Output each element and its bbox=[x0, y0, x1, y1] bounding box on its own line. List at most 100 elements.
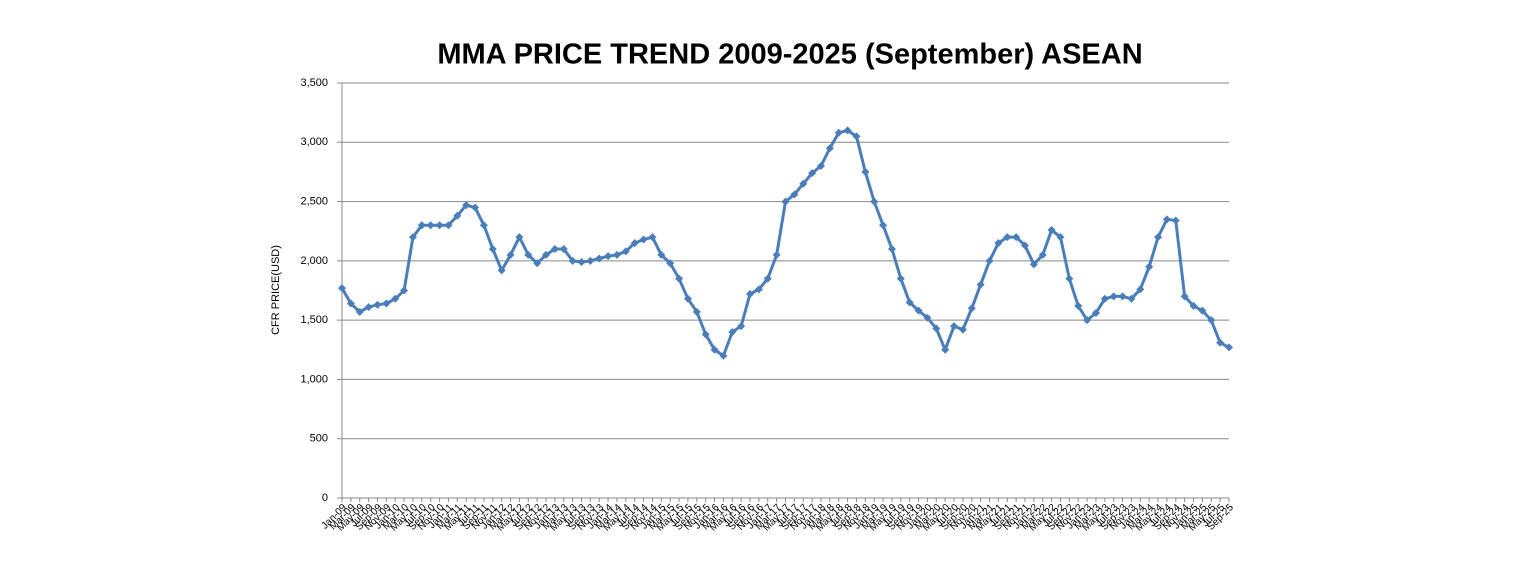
data-point bbox=[533, 259, 542, 268]
data-point bbox=[550, 245, 559, 253]
data-point bbox=[719, 351, 728, 360]
data-point bbox=[577, 258, 586, 267]
data-point bbox=[1029, 260, 1038, 269]
data-point bbox=[879, 221, 888, 230]
data-point bbox=[444, 221, 453, 230]
data-point bbox=[542, 250, 551, 259]
chart-title: MMA PRICE TREND 2009-2025 (September) AS… bbox=[437, 39, 1142, 71]
data-point bbox=[382, 299, 391, 308]
data-point bbox=[834, 128, 843, 137]
data-point bbox=[364, 303, 373, 312]
data-point bbox=[506, 250, 515, 259]
data-point bbox=[763, 274, 772, 283]
data-point bbox=[639, 235, 648, 244]
data-point bbox=[1180, 292, 1189, 301]
data-point bbox=[1100, 294, 1109, 303]
data-point bbox=[701, 330, 710, 339]
data-point bbox=[488, 245, 497, 253]
data-point bbox=[400, 286, 409, 295]
data-point bbox=[612, 250, 621, 259]
data-point bbox=[816, 162, 825, 170]
data-point bbox=[1171, 216, 1180, 225]
data-point bbox=[843, 126, 852, 135]
data-point bbox=[808, 169, 817, 178]
data-point bbox=[861, 167, 870, 176]
data-point bbox=[355, 307, 364, 316]
data-point bbox=[967, 304, 976, 313]
data-point bbox=[683, 294, 692, 303]
data-point bbox=[994, 239, 1003, 248]
data-point bbox=[515, 233, 524, 242]
data-point bbox=[790, 190, 799, 199]
data-point bbox=[728, 328, 737, 336]
data-point bbox=[621, 247, 630, 256]
data-point bbox=[1162, 215, 1171, 224]
data-point bbox=[462, 201, 471, 210]
data-point bbox=[746, 290, 755, 299]
y-tick-label: 0 bbox=[322, 492, 328, 504]
y-tick-label: 1,500 bbox=[300, 314, 328, 326]
data-point bbox=[1056, 233, 1065, 242]
data-point bbox=[373, 300, 382, 309]
data-point bbox=[417, 221, 426, 230]
data-point bbox=[1189, 301, 1198, 310]
data-point bbox=[391, 294, 400, 303]
data-point bbox=[905, 298, 914, 307]
data-point bbox=[950, 322, 959, 331]
data-point bbox=[896, 274, 905, 283]
data-point bbox=[426, 221, 435, 230]
data-point bbox=[1109, 292, 1118, 301]
data-point bbox=[825, 144, 834, 153]
data-point bbox=[586, 256, 595, 265]
data-point bbox=[737, 322, 746, 331]
data-point bbox=[772, 250, 781, 259]
data-point bbox=[648, 233, 657, 242]
data-point bbox=[338, 284, 346, 293]
data-point bbox=[870, 197, 879, 206]
data-point bbox=[1091, 309, 1100, 318]
data-point bbox=[932, 324, 941, 333]
y-tick-label: 3,000 bbox=[300, 136, 328, 148]
data-point bbox=[1012, 233, 1021, 242]
data-point bbox=[657, 250, 666, 259]
data-point bbox=[524, 250, 533, 259]
data-line bbox=[340, 128, 1230, 359]
data-point bbox=[1020, 241, 1029, 250]
data-point bbox=[630, 239, 639, 248]
data-point bbox=[1207, 316, 1216, 325]
data-point bbox=[781, 197, 790, 206]
data-point bbox=[1074, 301, 1083, 310]
data-point bbox=[1047, 226, 1056, 235]
data-point bbox=[1065, 274, 1074, 283]
data-point bbox=[497, 266, 506, 275]
data-point bbox=[923, 313, 932, 322]
data-point bbox=[914, 306, 923, 315]
y-tick-label: 500 bbox=[310, 433, 328, 445]
data-point bbox=[852, 132, 861, 141]
data-point bbox=[799, 179, 808, 188]
data-point bbox=[1136, 285, 1145, 294]
data-point bbox=[958, 325, 967, 334]
data-point bbox=[568, 256, 577, 265]
y-axis-label: CFR PRICE(USD) bbox=[270, 245, 282, 335]
data-point bbox=[1198, 306, 1207, 315]
y-tick-label: 1,000 bbox=[300, 373, 328, 385]
data-point bbox=[453, 211, 462, 220]
data-point bbox=[1083, 316, 1092, 325]
data-point bbox=[595, 254, 604, 263]
data-point bbox=[1145, 262, 1154, 271]
data-point bbox=[675, 274, 684, 283]
data-point bbox=[710, 345, 719, 354]
data-point bbox=[1127, 294, 1136, 303]
data-point bbox=[346, 299, 355, 308]
data-point bbox=[604, 252, 613, 261]
data-point bbox=[692, 307, 701, 316]
y-tick-label: 3,500 bbox=[300, 77, 328, 89]
data-point bbox=[1216, 338, 1225, 347]
data-point bbox=[1154, 233, 1163, 242]
data-point bbox=[435, 221, 444, 230]
data-point bbox=[666, 259, 675, 268]
data-point bbox=[985, 256, 994, 265]
data-point bbox=[887, 245, 896, 253]
